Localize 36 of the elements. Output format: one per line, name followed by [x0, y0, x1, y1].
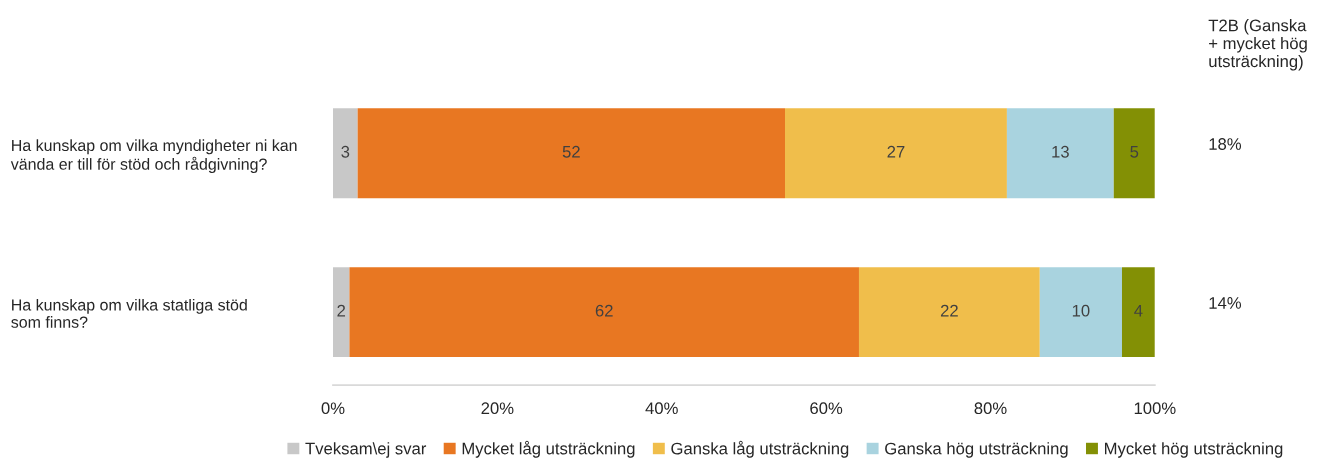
x-tick-label: 40% — [645, 402, 678, 415]
bar — [1006, 108, 1114, 199]
bar — [349, 267, 859, 358]
text: T2B (Ganska + mycket hög utsträckning) — [1208, 19, 1307, 71]
bar — [333, 267, 350, 358]
legend-label: Mycket låg utsträckning — [462, 440, 635, 458]
data-label: 52 — [562, 145, 580, 158]
bar — [333, 108, 358, 199]
legend-label: Mycket hög utsträckning — [1104, 442, 1283, 458]
data-label: 5 — [1130, 146, 1139, 158]
x-tick-label: 80% — [974, 402, 1007, 415]
data-label: 10 — [1072, 304, 1090, 317]
legend-label: Ganska hög utsträckning — [885, 442, 1068, 458]
bar — [858, 267, 1040, 358]
data-label: 2 — [337, 304, 346, 317]
legend-label: Tveksam\ej svar — [305, 442, 427, 458]
y-tick-label: Ha kunskap om vilka statliga stöd som finns? — [11, 298, 247, 328]
x-tick-label: 0% — [321, 402, 345, 415]
bar — [785, 108, 1007, 199]
x-tick-label: 100% — [1134, 402, 1176, 415]
text: 14% — [1209, 297, 1242, 309]
bar — [357, 108, 786, 199]
bar — [1039, 267, 1122, 358]
y-tick-label: Ha kunskap om vilka myndigheter ni kan vända er till för stöd och rådgivning? — [10, 139, 297, 173]
bar — [1121, 267, 1155, 358]
x-tick-label: 60% — [810, 402, 843, 415]
data-label: 13 — [1052, 145, 1069, 158]
data-label: 27 — [887, 145, 905, 158]
data-label: 4 — [1134, 304, 1143, 317]
bar — [1113, 108, 1155, 199]
legend-label: Ganska låg utsträckning — [671, 440, 849, 458]
data-label: 3 — [341, 145, 350, 158]
text: 18% — [1209, 138, 1242, 150]
data-label: 62 — [595, 304, 613, 317]
data-label: 22 — [940, 304, 958, 317]
x-tick-label: 20% — [481, 402, 514, 415]
